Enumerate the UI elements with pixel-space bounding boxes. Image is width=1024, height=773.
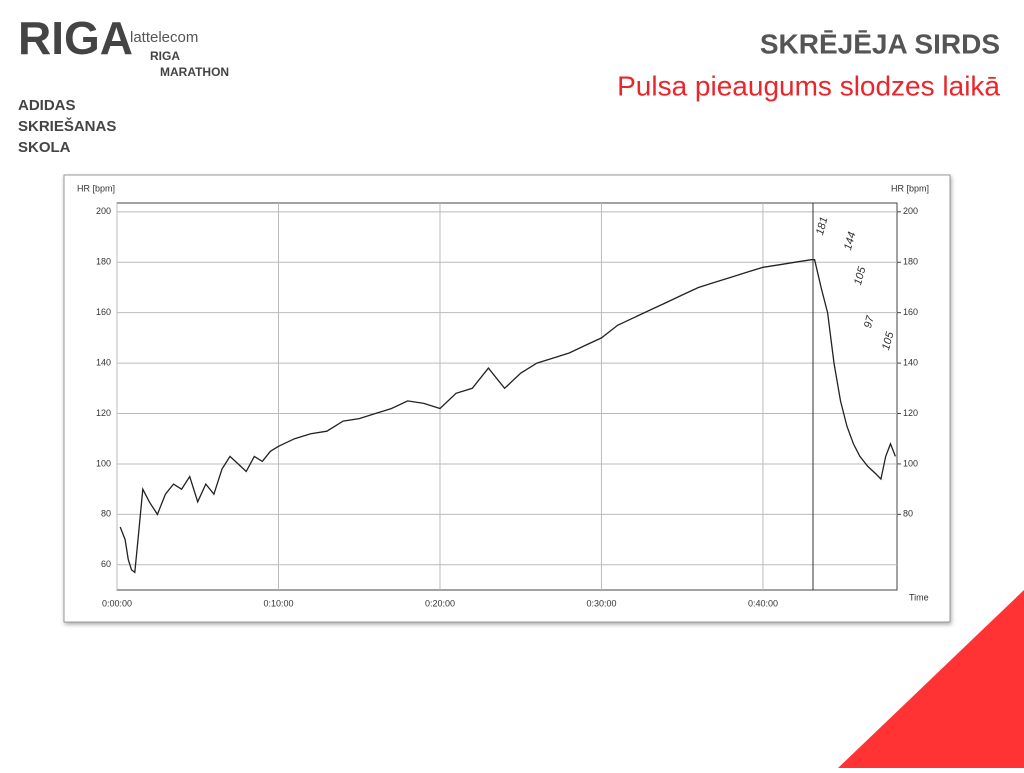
chart-frame <box>63 174 951 623</box>
annotation: 105 <box>880 330 897 352</box>
hr-line <box>119 259 897 574</box>
x-tick-label: 0:00:00 <box>102 598 132 608</box>
y2-tick-label: 140 <box>903 357 918 367</box>
y2-axis-label: HR [bpm] <box>891 183 929 193</box>
y-axis-label: HR [bpm] <box>77 183 115 193</box>
x-axis-label: Time <box>909 592 929 602</box>
annotation: 144 <box>842 231 858 252</box>
school: SKRIEŠANAS <box>18 117 116 135</box>
corner-decoration <box>838 590 1024 768</box>
y-tick-label: 200 <box>96 206 111 216</box>
y2-tick-label: 200 <box>903 206 918 216</box>
logo: RIGA <box>18 12 133 64</box>
chart: 60 80 100 120 140 160 180 200 80 100 120 140 160 180 2… <box>77 183 929 608</box>
school: ADIDAS <box>18 97 76 114</box>
annotation: 105 <box>852 265 869 287</box>
x-tick-label: 0:20:00 <box>425 598 455 608</box>
y2-tick-label: 80 <box>903 509 913 519</box>
annotation: 181 <box>814 216 830 237</box>
y-tick-label: 120 <box>96 408 111 418</box>
annotation: 97 <box>862 314 877 330</box>
y2-tick-label: 160 <box>903 307 918 317</box>
title: SKRĒJĒJA SIRDS <box>760 28 1000 59</box>
subtitle: Pulsa pieaugums slodzes laikā <box>617 70 1000 101</box>
x-tick-label: 0:10:00 <box>263 598 293 608</box>
y-tick-label: 60 <box>101 559 111 569</box>
school: SKOLA <box>18 139 71 156</box>
event: RIGA <box>150 49 180 63</box>
x-tick-label: 0:30:00 <box>586 598 616 608</box>
y2-tick-label: 100 <box>903 458 918 468</box>
y-tick-label: 160 <box>96 307 111 317</box>
y2-tick-label: 180 <box>903 257 918 267</box>
sponsor: lattelecom <box>130 29 198 46</box>
x-tick-label: 0:40:00 <box>748 598 778 608</box>
event-sub: MARATHON <box>160 65 229 79</box>
y-tick-label: 140 <box>96 357 111 367</box>
y-tick-label: 100 <box>96 458 111 468</box>
y2-tick-label: 120 <box>903 408 918 418</box>
y-tick-label: 180 <box>96 257 111 267</box>
y-tick-label: 80 <box>101 509 111 519</box>
